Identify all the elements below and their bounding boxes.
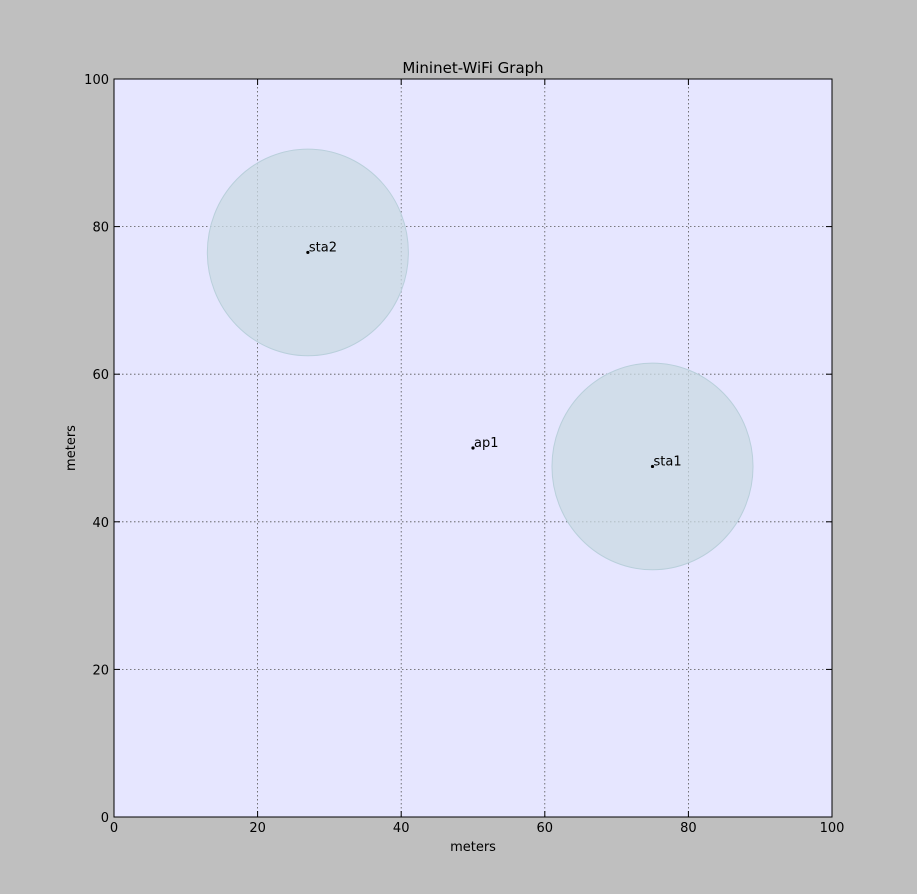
x-tick-label: 60	[537, 821, 554, 836]
x-tick-label: 80	[680, 821, 697, 836]
y-tick-label: 60	[92, 368, 109, 383]
node-label-sta2: sta2	[309, 240, 337, 255]
node-label-ap1: ap1	[474, 436, 499, 451]
x-tick-label: 0	[110, 821, 118, 836]
nodes: sta2 ap1 sta1	[306, 240, 682, 469]
x-tick-label: 100	[820, 821, 845, 836]
node-point-sta2	[306, 250, 310, 255]
y-tick-label: 20	[92, 663, 109, 678]
node-point-ap1	[471, 446, 475, 450]
node-label-sta1: sta1	[654, 454, 682, 469]
chart-title: Mininet-WiFi Graph	[402, 59, 543, 77]
y-tick-label: 100	[84, 73, 109, 88]
x-tick-label: 20	[249, 821, 266, 836]
x-axis-title: meters	[450, 840, 496, 855]
x-tick-label: 40	[393, 821, 410, 836]
y-axis-title: meters	[64, 425, 79, 471]
y-tick-label: 0	[101, 811, 109, 826]
plot-frame	[113, 78, 833, 818]
node-point-sta1	[650, 464, 655, 469]
y-tick-label: 80	[92, 221, 109, 236]
y-tick-label: 40	[92, 516, 109, 531]
ticks: 0 20 40 60 80 100 0 20 40 60 80 100	[84, 73, 844, 836]
